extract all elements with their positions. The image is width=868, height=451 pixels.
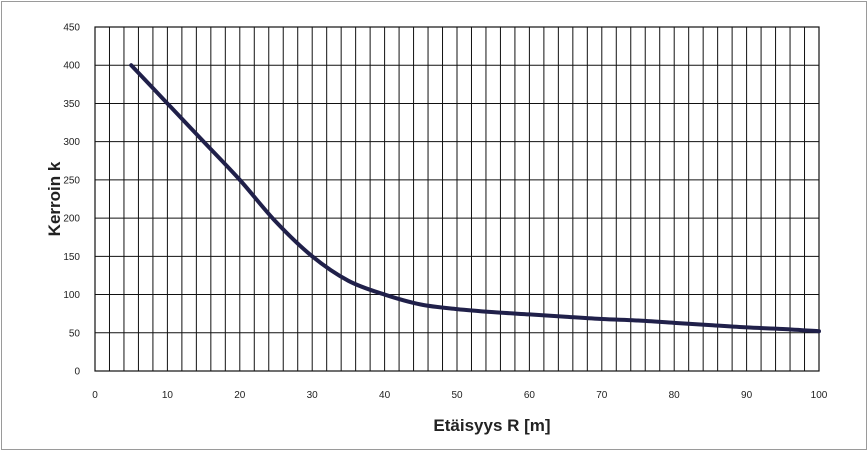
x-tick-label: 40	[379, 390, 391, 401]
x-axis-ticks: 0 10 20 30 40 50 60 70 80 90 100	[92, 390, 828, 401]
data-line	[129, 63, 821, 334]
x-tick-label: 70	[596, 390, 608, 401]
data-point	[202, 140, 206, 144]
data-point	[455, 307, 459, 311]
x-tick-label: 10	[162, 390, 174, 401]
y-axis-title: Kerroin k	[45, 161, 64, 236]
x-tick-label: 0	[92, 390, 98, 401]
x-tick-label: 30	[307, 390, 319, 401]
y-tick-label: 300	[63, 137, 80, 148]
data-points	[129, 63, 821, 333]
data-point	[817, 329, 821, 333]
y-tick-label: 400	[63, 61, 80, 72]
y-axis-ticks: 0 50 100 150 200 250 300 350 400 450	[63, 23, 80, 378]
data-point	[274, 220, 278, 224]
x-tick-label: 80	[669, 390, 681, 401]
grid	[94, 26, 820, 372]
x-tick-label: 50	[451, 390, 463, 401]
data-point	[781, 327, 785, 331]
data-point	[238, 178, 242, 182]
y-tick-label: 50	[69, 328, 81, 339]
y-tick-label: 200	[63, 214, 80, 225]
x-tick-label: 20	[234, 390, 246, 401]
y-tick-label: 100	[63, 290, 80, 301]
x-tick-label: 60	[524, 390, 536, 401]
data-point	[672, 321, 676, 325]
data-point	[636, 319, 640, 323]
data-point	[383, 293, 387, 297]
y-tick-label: 0	[74, 367, 80, 378]
x-axis-title: Etäisyys R [m]	[433, 416, 550, 435]
plot-area-border	[94, 26, 820, 372]
data-point	[165, 101, 169, 105]
data-point	[346, 279, 350, 283]
data-point	[310, 254, 314, 258]
x-tick-label: 90	[741, 390, 753, 401]
x-tick-label: 100	[811, 390, 828, 401]
y-tick-label: 150	[63, 252, 80, 263]
data-point	[708, 323, 712, 327]
data-point	[129, 63, 133, 67]
data-point	[419, 302, 423, 306]
y-tick-label: 350	[63, 99, 80, 110]
y-tick-label: 250	[63, 175, 80, 186]
data-point	[491, 310, 495, 314]
data-point	[600, 317, 604, 321]
data-point	[564, 315, 568, 319]
y-tick-label: 450	[63, 23, 80, 34]
data-point	[527, 312, 531, 316]
data-point	[745, 325, 749, 329]
